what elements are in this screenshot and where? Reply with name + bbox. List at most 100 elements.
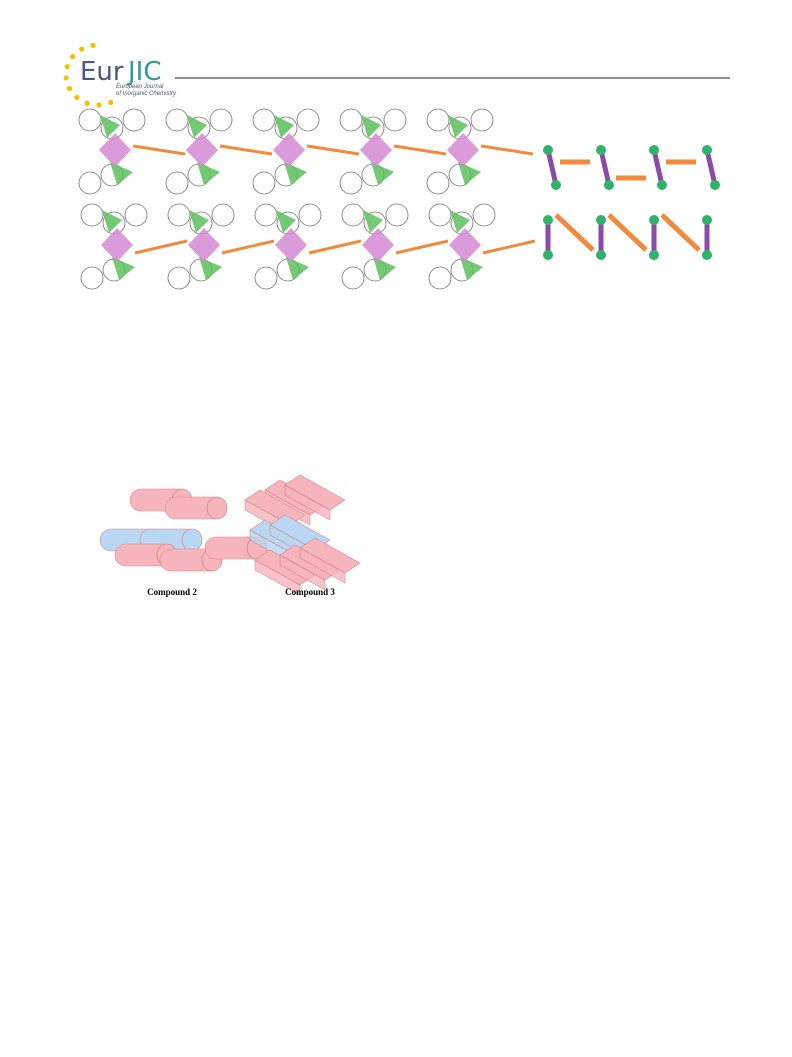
logo-star [70,54,76,60]
green-node [596,145,606,155]
green-tetrahedron [187,115,207,138]
green-node [702,250,712,260]
green-tetrahedron [102,210,122,233]
logo-star [79,46,85,52]
logo-star [84,100,90,106]
green-tetrahedron [197,162,220,185]
logo-star [90,42,96,48]
crystal-structure-figure [78,108,536,290]
ring [165,171,189,195]
ring [254,266,278,290]
green-node [543,215,553,225]
orange-arrow [221,239,275,255]
pink-octahedron [362,228,394,262]
ring [209,108,233,132]
purple-link [704,149,718,186]
logo-star [96,102,102,108]
orange-arrow [554,213,595,252]
prism-face [299,547,346,584]
green-tetrahedron [100,115,120,138]
green-tetrahedron [373,257,396,280]
ring [296,108,320,132]
pink-octahedron [188,228,220,262]
ring [165,108,189,132]
ring [252,171,276,195]
ring [80,266,104,290]
orange-arrow [306,144,360,156]
orange-arrow [134,239,188,255]
orange-arrow [395,239,449,255]
green-tetrahedron [458,162,481,185]
green-tetrahedron [450,210,470,233]
prism-face [254,559,301,596]
ring [298,203,322,227]
ring [167,203,191,227]
green-node [596,215,606,225]
journal-line: European Journal [116,84,164,90]
purple-link [651,149,665,186]
ring [472,203,496,227]
logo-main: Eur [80,57,124,87]
orange-arrow [393,144,447,156]
orange-arrow [219,144,273,156]
green-tetrahedron [189,210,209,233]
journal-logo: Eur JIC European Journal of Inorganic Ch… [63,42,177,108]
ring [426,108,450,132]
purple-link [598,149,612,186]
pink-octahedron [449,228,481,262]
ring [339,108,363,132]
orange-arrow [480,144,534,156]
green-tetrahedron [274,115,294,138]
green-tetrahedron [199,257,222,280]
green-tetrahedron [448,115,468,138]
ring [428,203,452,227]
green-tetrahedron [110,162,133,185]
packing-figure [99,474,361,596]
ring [78,171,102,195]
green-node [702,215,712,225]
green-node [702,145,712,155]
prism-face [279,554,326,591]
logo-star [74,94,80,101]
prism-face [284,484,331,521]
orange-arrow [660,213,701,252]
green-node [596,250,606,260]
green-tetrahedron [284,162,307,185]
green-tetrahedron [112,257,135,280]
ring [124,203,148,227]
pink-octahedron [273,133,305,167]
cylinder-end [206,496,228,520]
ring [211,203,235,227]
ring [426,171,450,195]
ring [80,203,104,227]
pink-octahedron [360,133,392,167]
green-node [649,250,659,260]
logo-star [66,86,73,92]
ring [341,203,365,227]
green-tetrahedron [363,210,383,233]
ring [341,266,365,290]
green-tetrahedron [276,210,296,233]
green-node [649,215,659,225]
pink-octahedron [186,133,218,167]
green-node [710,180,720,190]
figure-label: Compound 2 [147,587,197,597]
ring [339,171,363,195]
ring [385,203,409,227]
green-node [649,145,659,155]
schematic-figure [543,145,720,260]
orange-arrow [308,239,362,255]
green-tetrahedron [460,257,483,280]
pink-octahedron [447,133,479,167]
green-node [604,180,614,190]
ring [428,266,452,290]
green-tetrahedron [361,115,381,138]
ring [78,108,102,132]
logo-star [63,75,69,81]
green-node [543,250,553,260]
ring [252,108,276,132]
logo-star [64,64,70,70]
figure-label: Compound 3 [285,587,335,597]
